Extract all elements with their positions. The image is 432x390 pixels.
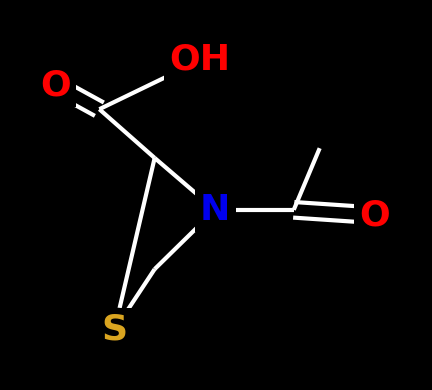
Text: O: O [40, 68, 71, 102]
Text: O: O [35, 62, 75, 108]
Text: OH: OH [160, 37, 239, 82]
Text: S: S [98, 307, 131, 353]
Text: S: S [102, 313, 127, 347]
Text: O: O [355, 193, 395, 238]
Text: N: N [200, 193, 230, 227]
Text: N: N [195, 187, 235, 232]
Text: OH: OH [169, 42, 230, 76]
Text: O: O [359, 198, 391, 232]
